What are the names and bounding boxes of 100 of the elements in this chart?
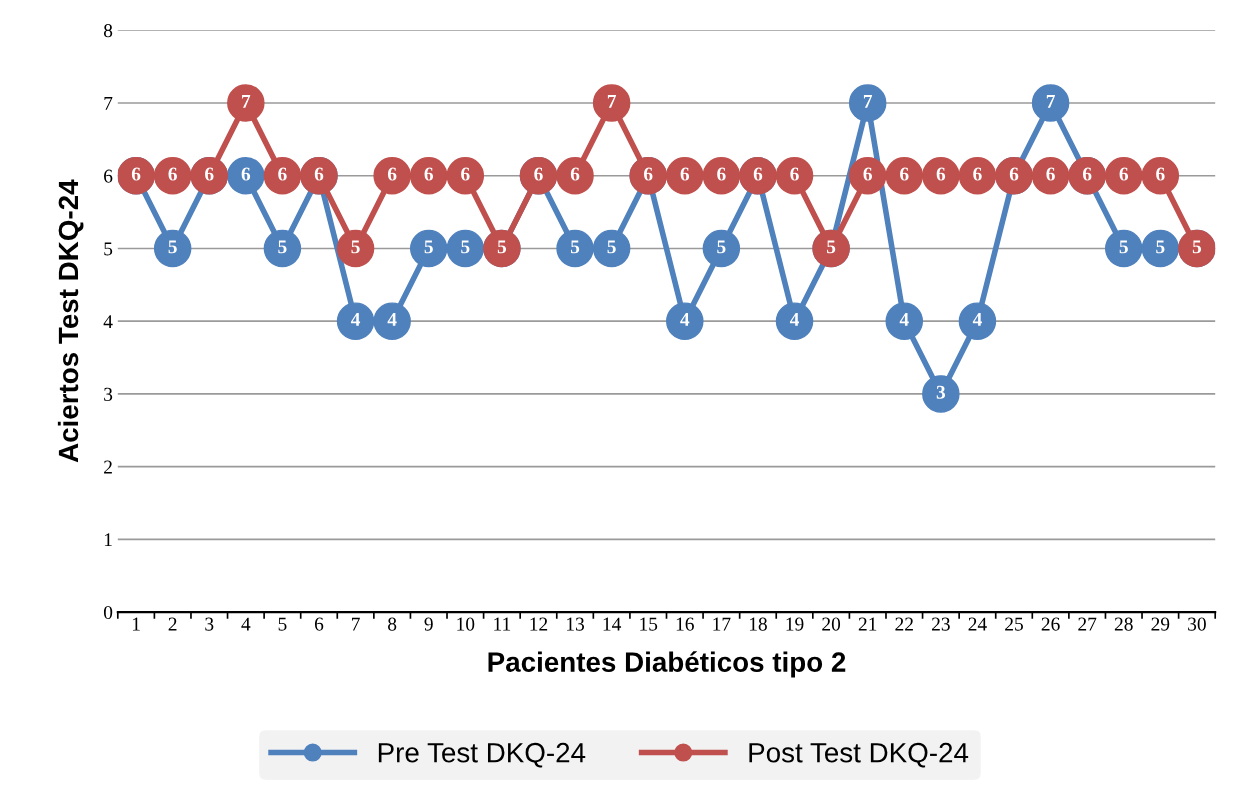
x-tick-label: 17 xyxy=(713,617,731,631)
data-label: 5 xyxy=(461,240,470,254)
data-label: 6 xyxy=(973,167,982,181)
data-label: 5 xyxy=(1192,240,1202,254)
x-tick-label: 26 xyxy=(1041,617,1060,631)
y-tick-label: 1 xyxy=(104,533,112,547)
x-axis-title: Pacientes Diabéticos tipo 2 xyxy=(488,651,846,678)
data-label: 5 xyxy=(168,240,177,254)
point xyxy=(227,156,265,195)
point xyxy=(409,229,448,268)
point xyxy=(227,84,265,122)
point xyxy=(373,302,411,340)
x-tick-label: 24 xyxy=(968,617,987,631)
x-tick-label: 4 xyxy=(241,617,251,631)
x-tick-label: 29 xyxy=(1151,617,1170,631)
point xyxy=(666,302,704,340)
point xyxy=(446,156,485,195)
point xyxy=(1104,229,1143,268)
point xyxy=(153,229,192,268)
data-label: 6 xyxy=(534,167,543,181)
point xyxy=(263,156,302,195)
y-tick-label: 2 xyxy=(104,460,112,474)
x-tick-label: 28 xyxy=(1114,617,1133,631)
data-label: 4 xyxy=(899,313,909,326)
point xyxy=(336,229,375,268)
legend-label: Pre Test DKQ-24 xyxy=(378,742,586,768)
y-tick-label: 5 xyxy=(104,242,113,256)
x-tick-label: 18 xyxy=(749,617,767,631)
x-tick-label: 12 xyxy=(530,617,548,631)
x-tick-label: 9 xyxy=(424,617,433,631)
point xyxy=(958,302,997,340)
x-tick-label: 2 xyxy=(168,617,177,631)
point xyxy=(263,229,302,268)
data-label: 6 xyxy=(644,167,653,181)
data-label: 6 xyxy=(205,167,214,181)
x-tick-label: 21 xyxy=(858,617,877,631)
data-label: 5 xyxy=(570,240,580,254)
data-label: 5 xyxy=(424,240,433,254)
data-label: 6 xyxy=(1156,167,1165,181)
data-label: 5 xyxy=(1156,240,1165,254)
data-label: 3 xyxy=(936,385,946,399)
point xyxy=(885,302,924,340)
point xyxy=(592,229,631,268)
data-label: 7 xyxy=(242,94,251,108)
x-tick-label: 25 xyxy=(1005,617,1023,631)
x-tick-label: 7 xyxy=(351,617,360,631)
data-label: 6 xyxy=(680,167,690,181)
data-label: 6 xyxy=(424,167,434,181)
data-label: 6 xyxy=(168,167,177,181)
data-label: 4 xyxy=(789,313,800,326)
point xyxy=(1031,84,1070,122)
y-tick-label: 0 xyxy=(103,605,113,620)
point xyxy=(556,156,594,195)
x-tick-label: 14 xyxy=(603,617,622,631)
point xyxy=(848,156,887,195)
data-label: 6 xyxy=(131,167,141,181)
y-tick-label: 6 xyxy=(104,169,113,183)
point xyxy=(1141,229,1180,268)
point xyxy=(1031,156,1070,195)
point xyxy=(592,84,631,122)
data-label: 4 xyxy=(680,313,690,326)
data-label: 7 xyxy=(607,94,617,108)
point xyxy=(848,84,887,122)
data-label: 5 xyxy=(351,240,360,254)
point xyxy=(409,156,448,195)
data-label: 4 xyxy=(350,313,361,326)
x-tick-label: 6 xyxy=(314,617,324,631)
point xyxy=(958,156,997,195)
data-label: 5 xyxy=(1119,240,1128,254)
data-label: 6 xyxy=(1009,167,1019,181)
x-tick-label: 19 xyxy=(786,617,804,631)
data-label: 6 xyxy=(570,167,580,181)
data-label: 6 xyxy=(790,167,799,181)
point xyxy=(666,156,704,195)
data-label: 6 xyxy=(241,167,251,181)
x-tick-label: 1 xyxy=(132,617,140,631)
point xyxy=(922,375,960,413)
data-label: 5 xyxy=(717,240,726,254)
y-axis-title: Aciertos Test DKQ-24 xyxy=(57,179,84,463)
point xyxy=(153,156,192,195)
data-label: 6 xyxy=(1119,167,1129,181)
x-tick-label: 13 xyxy=(567,617,585,631)
y-tick-label: 4 xyxy=(103,315,113,328)
y-tick-label: 7 xyxy=(104,97,113,110)
point xyxy=(446,229,485,268)
data-label: 6 xyxy=(936,167,946,181)
data-label: 6 xyxy=(717,167,726,181)
x-tick-label: 23 xyxy=(931,617,950,631)
x-tick-label: 15 xyxy=(640,617,658,631)
point xyxy=(373,156,411,195)
point xyxy=(775,302,814,340)
x-tick-label: 11 xyxy=(494,617,511,631)
x-tick-label: 8 xyxy=(388,617,397,631)
data-label: 6 xyxy=(314,167,324,181)
point xyxy=(1141,156,1180,195)
legend-label: Post Test DKQ-24 xyxy=(749,742,969,768)
y-tick-label: 8 xyxy=(103,24,113,38)
data-label: 6 xyxy=(1082,167,1092,181)
data-label: 6 xyxy=(753,167,763,181)
point xyxy=(556,229,594,268)
